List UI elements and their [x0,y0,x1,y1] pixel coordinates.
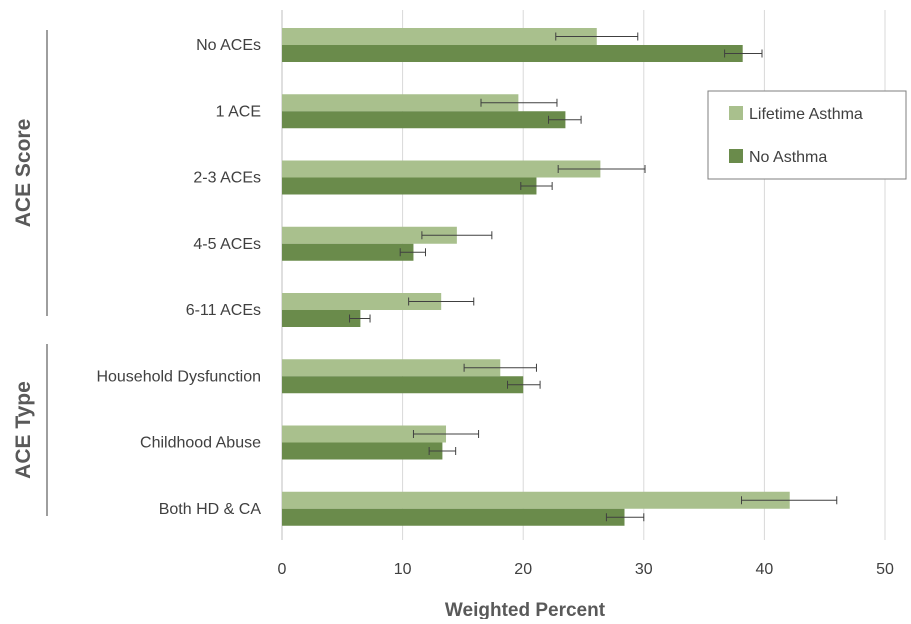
bar-lifetime-asthma [282,293,442,310]
bar-lifetime-asthma [282,359,501,377]
bar-lifetime-asthma [282,28,597,45]
bar-no-asthma [282,508,625,526]
bar-no-asthma [282,442,443,460]
legend-swatch [729,106,743,120]
x-tick-label: 10 [394,561,412,578]
category-label: 6-11 ACEs [186,302,261,319]
x-tick-label: 50 [876,561,894,578]
bar-no-asthma [282,376,524,394]
category-label: 4-5 ACEs [193,236,261,253]
x-tick-label: 40 [756,561,774,578]
bar-lifetime-asthma [282,425,447,443]
bar-lifetime-asthma [282,491,790,509]
legend-label: Lifetime Asthma [749,106,863,123]
group-label: ACE Type [12,381,35,479]
bar-lifetime-asthma [282,94,519,112]
legend-label: No Asthma [749,149,827,166]
category-label: Childhood Abuse [140,435,261,452]
x-tick-label: 0 [278,561,287,578]
bar-lifetime-asthma [282,160,601,178]
category-label: No ACEs [196,37,261,54]
x-axis-title: Weighted Percent [445,600,606,619]
x-tick-label: 30 [635,561,653,578]
group-label: ACE Score [12,119,35,228]
bar-no-asthma [282,177,537,195]
bar-no-asthma [282,310,361,327]
category-label: 2-3 ACEs [193,170,261,187]
bar-lifetime-asthma [282,226,457,244]
legend-swatch [729,149,743,163]
category-label: Household Dysfunction [96,368,261,385]
legend-box [707,90,907,180]
bar-no-asthma [282,111,566,129]
bar-no-asthma [282,45,743,62]
category-label: Both HD & CA [159,501,262,518]
category-label: 1 ACE [216,103,261,120]
x-tick-label: 20 [514,561,532,578]
bar-no-asthma [282,243,414,261]
